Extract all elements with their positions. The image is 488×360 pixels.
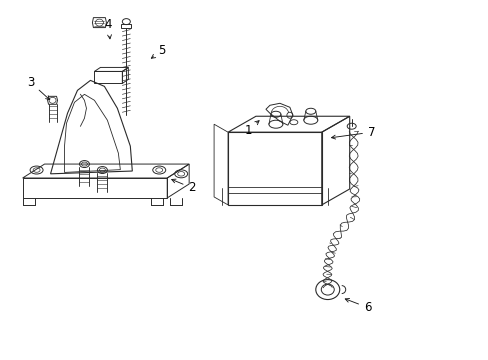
- Text: 3: 3: [27, 76, 50, 100]
- Text: 6: 6: [345, 298, 371, 314]
- Text: 1: 1: [244, 121, 259, 137]
- Text: 4: 4: [104, 18, 112, 39]
- Text: 7: 7: [331, 126, 375, 139]
- Text: 2: 2: [171, 179, 196, 194]
- Text: 5: 5: [151, 44, 165, 58]
